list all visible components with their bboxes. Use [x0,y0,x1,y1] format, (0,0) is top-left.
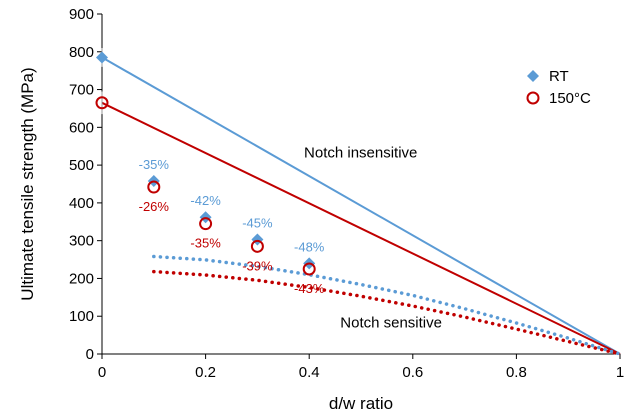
region-annotation: Notch insensitive [304,145,417,162]
y-tick-label: 800 [69,44,94,61]
y-tick-label: 0 [86,346,94,363]
x-tick-label: 0 [98,364,106,381]
rt-data-label: -48% [294,239,325,254]
hot-data-label: -35% [190,236,221,251]
region-annotation: Notch sensitive [340,315,442,332]
x-tick-label: 0.6 [402,364,423,381]
x-tick-label: 0.8 [506,364,527,381]
y-tick-label: 900 [69,6,94,23]
legend-rt-marker [527,70,539,82]
legend-hot-marker [526,91,540,105]
rt-point [96,51,108,64]
y-tick-label: 300 [69,233,94,250]
hot-point [199,217,213,231]
y-tick-label: 600 [69,119,94,136]
hot-point [250,239,264,253]
y-tick-label: 100 [69,308,94,325]
rt-data-label: -42% [190,193,221,208]
y-tick-label: 400 [69,195,94,212]
hot-data-label: -39% [242,258,273,273]
y-axis-title: Ultimate tensile strength (MPa) [18,67,37,300]
rt-data-label: -35% [139,157,170,172]
notch-sensitive-line-rt [152,254,622,356]
hot-data-label: -26% [139,199,170,214]
legend-rt-label: RT [549,68,569,85]
hot-point [147,180,161,194]
notch-sensitive-line-hot [152,269,622,356]
rt-data-label: -45% [242,216,273,231]
x-axis-title: d/w ratio [329,394,393,413]
hot-data-label: -43% [294,281,325,296]
notch-insensitive-line-rt [101,56,621,355]
y-tick-label: 500 [69,157,94,174]
x-tick-label: 0.2 [195,364,216,381]
y-tick-label: 700 [69,82,94,99]
y-tick-label: 200 [69,270,94,287]
x-tick-label: 0.4 [299,364,320,381]
x-tick-label: 1 [616,364,624,381]
hot-point [302,262,316,276]
legend-hot-label: 150°C [549,90,591,107]
hot-point [95,96,109,110]
notch-insensitive-line-hot [101,101,621,355]
